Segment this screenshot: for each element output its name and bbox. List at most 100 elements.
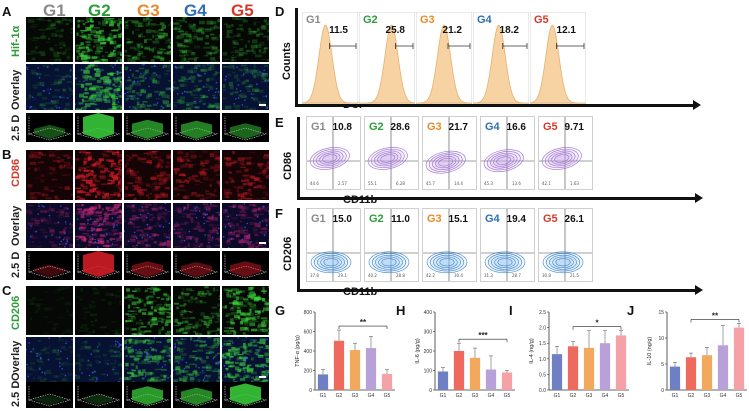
contour-value: 15.1 (449, 214, 468, 225)
x-tick-label: G3 (352, 393, 359, 399)
microscopy-tile (26, 382, 73, 408)
y-axis-label: IL-6 (pg/g) (415, 338, 421, 364)
microscopy-tile (26, 251, 73, 280)
cd11b-axis-arrow-icon-e (695, 193, 703, 203)
contour-value: 28.6 (391, 122, 410, 133)
bar (616, 335, 626, 390)
microscopy-tile (222, 337, 269, 382)
microscopy-tile (26, 337, 73, 382)
contour-value: 9.71 (565, 122, 584, 133)
contour-value: 21.7 (449, 122, 468, 133)
bar (382, 374, 392, 390)
microscopy-tile (124, 150, 171, 200)
contour-value: 19.4 (507, 214, 526, 225)
quadrant-value: 2.57 (338, 181, 347, 186)
microscopy-tile (124, 64, 171, 110)
x-tick-label: G2 (688, 393, 695, 399)
x-tick-label: G1 (672, 393, 679, 399)
dcf-group-tag: G1 (306, 14, 321, 26)
panel-letter-h: H (396, 303, 405, 318)
x-tick-label: G5 (384, 393, 391, 399)
x-tick-label: G1 (320, 393, 327, 399)
cd206-axis-line (297, 208, 300, 292)
x-tick-label: G3 (586, 393, 593, 399)
quadrant-value: 13.6 (512, 181, 521, 186)
row-label-25d-c: 2.5 D (10, 380, 22, 408)
dcf-histogram-panel: G2 25.8 (359, 12, 415, 104)
microscopy-tile (26, 203, 73, 248)
quadrant-value: 31.3 (484, 273, 493, 278)
microscopy-tile (173, 286, 220, 335)
y-tick-label: 600 (304, 330, 313, 336)
cd11b-axis-arrow-icon-f (695, 285, 703, 295)
x-tick-label: G4 (602, 393, 609, 399)
microscopy-tile (26, 17, 73, 62)
x-tick-label: G1 (554, 393, 561, 399)
cd206-axis-label: CD206 (282, 226, 294, 271)
bar (734, 328, 744, 390)
cd11b-axis-label-f: CD11b (343, 286, 377, 298)
y-tick-label: 5 (661, 362, 664, 368)
x-tick-label: G3 (472, 393, 479, 399)
y-tick-label: 200 (424, 349, 433, 355)
y-axis-label: IL-10 (ng/g) (647, 337, 653, 366)
bar (350, 350, 360, 390)
dcf-group-tag: G4 (477, 14, 492, 26)
dcf-value: 18.2 (500, 25, 519, 36)
bar (502, 372, 512, 390)
microscopy-tile (124, 251, 171, 280)
row-label-overlay-c: Overlay (10, 338, 22, 383)
x-tick-label: G2 (336, 393, 343, 399)
microscopy-tile (222, 150, 269, 200)
y-tick-label: 10 (658, 336, 664, 342)
x-tick-label: G2 (570, 393, 577, 399)
contour-group-tag: G1 (311, 213, 326, 225)
dcf-value: 25.8 (386, 25, 405, 36)
dcf-group-tag: G2 (363, 14, 378, 26)
significance-label: ** (712, 311, 719, 320)
x-tick-label: G4 (368, 393, 375, 399)
contour-group-tag: G2 (369, 213, 384, 225)
bar (702, 355, 712, 390)
y-tick-label: 2.0 (539, 326, 546, 332)
bar (486, 370, 496, 390)
microscopy-tile (222, 17, 269, 62)
bar (568, 346, 578, 390)
microscopy-tile (75, 382, 122, 408)
microscopy-tile (26, 113, 73, 142)
quadrant-value: 6.28 (396, 181, 405, 186)
microscopy-tile (75, 113, 122, 142)
counts-axis-label: Counts (281, 30, 293, 80)
panel-letter-a: A (2, 4, 11, 19)
row-label-overlay-a: Overlay (10, 67, 22, 112)
quadrant-value: 55.1 (368, 181, 377, 186)
cd86-axis-line (297, 117, 300, 200)
y-tick-label: 1.0 (539, 357, 546, 363)
quadrant-value: 1.63 (570, 181, 579, 186)
x-tick-label: G2 (456, 393, 463, 399)
bar (584, 348, 594, 390)
x-tick-label: G5 (504, 393, 511, 399)
row-label-25d-a: 2.5 D (10, 113, 22, 143)
quadrant-value: 42.1 (542, 181, 551, 186)
contour-group-tag: G3 (427, 213, 442, 225)
panel-letter-e: E (275, 115, 284, 130)
microscopy-tile (222, 64, 269, 110)
dcf-group-tag: G5 (534, 14, 549, 26)
y-axis-label: IL-4 (ng/g) (529, 338, 535, 364)
dcf-value: 11.5 (329, 25, 348, 36)
x-tick-label: G1 (440, 393, 447, 399)
significance-label: *** (478, 331, 488, 340)
dcf-histogram-panel: G4 18.2 (473, 12, 529, 104)
quadrant-value: 14.4 (454, 181, 463, 186)
quadrant-value: 30.8 (542, 273, 551, 278)
microscopy-tile (75, 17, 122, 62)
dcf-histogram-panel: G1 11.5 (302, 12, 358, 104)
y-tick-label: 0 (309, 388, 312, 394)
